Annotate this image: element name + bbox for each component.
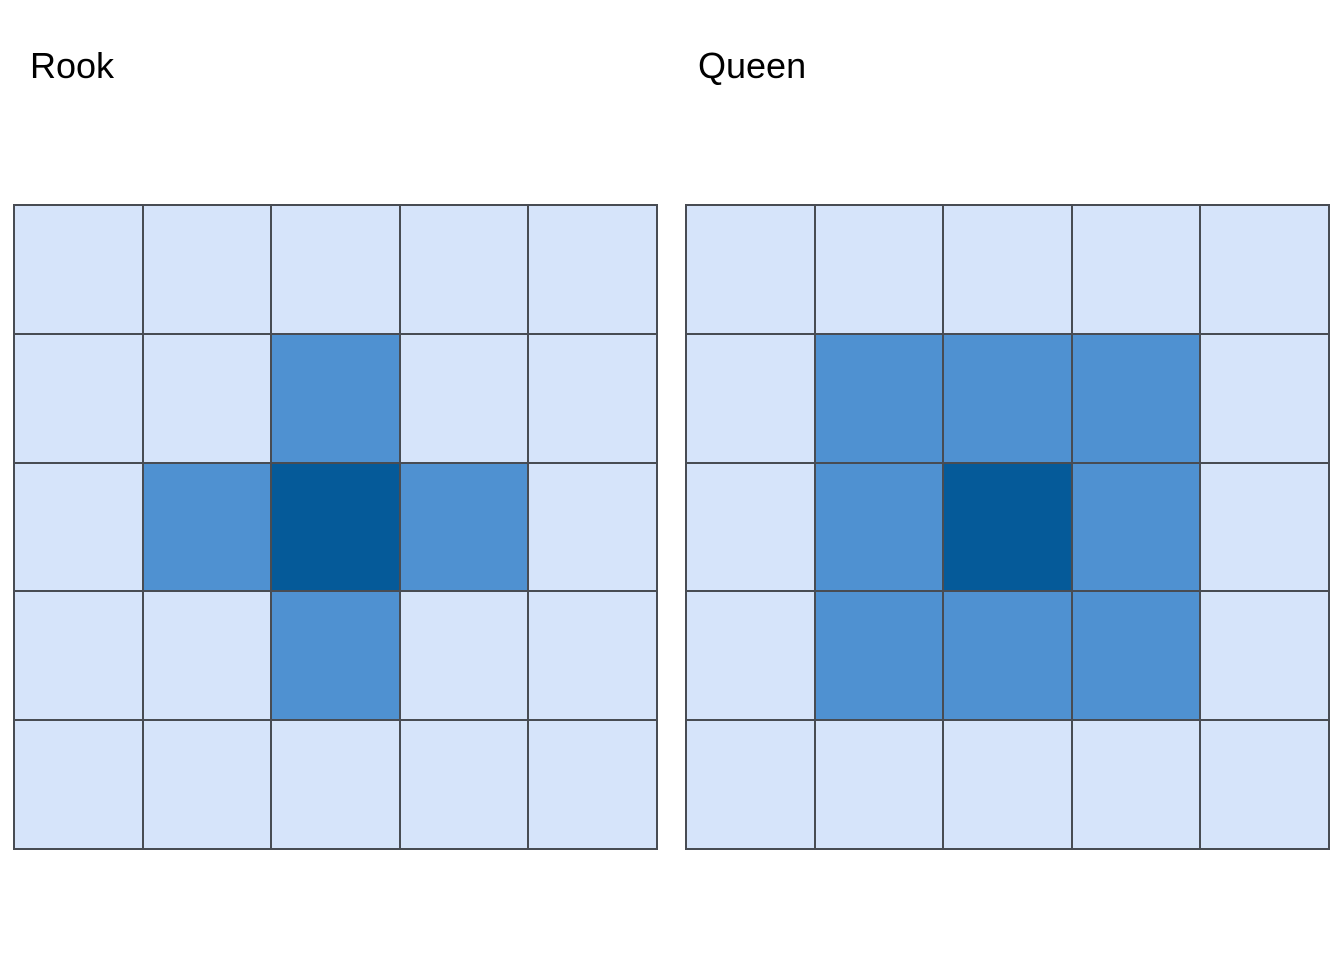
heatmap-cell — [529, 463, 656, 591]
panel-title-queen: Queen — [698, 45, 807, 86]
heatmap-cell — [400, 206, 528, 333]
heatmap-cell — [1201, 206, 1328, 333]
heatmap-cell — [1072, 592, 1200, 720]
heatmap-cell — [687, 721, 814, 848]
heatmap-cell — [687, 592, 814, 720]
heatmap-cell — [400, 463, 528, 591]
heatmap-cell — [944, 463, 1071, 591]
heatmap-cell — [400, 592, 528, 720]
heatmap-cell — [143, 592, 271, 720]
heatmap-cell — [1072, 206, 1200, 333]
heatmap-cell — [272, 592, 399, 720]
rook-heatmap-grid — [13, 204, 658, 850]
heatmap-cell — [1072, 721, 1200, 848]
queen-heatmap-grid — [685, 204, 1330, 850]
heatmap-cell — [944, 592, 1071, 720]
heatmap-cell — [815, 206, 943, 333]
panel-title-rook: Rook — [30, 45, 115, 86]
heatmap-cell — [529, 721, 656, 848]
heatmap-cell — [944, 721, 1071, 848]
heatmap-cell — [529, 334, 656, 462]
heatmap-cell — [687, 206, 814, 333]
heatmap-cell — [529, 592, 656, 720]
heatmap-cell — [15, 592, 142, 720]
heatmap-cell — [815, 334, 943, 462]
heatmap-cell — [815, 721, 943, 848]
heatmap-cell — [687, 463, 814, 591]
heatmap-cell — [272, 206, 399, 333]
heatmap-cell — [143, 721, 271, 848]
heatmap-cell — [815, 592, 943, 720]
heatmap-cell — [1201, 463, 1328, 591]
heatmap-cell — [1072, 334, 1200, 462]
heatmap-cell — [15, 463, 142, 591]
heatmap-cell — [1201, 334, 1328, 462]
heatmap-cell — [529, 206, 656, 333]
heatmap-cell — [272, 334, 399, 462]
heatmap-cell — [1201, 592, 1328, 720]
heatmap-cell — [944, 334, 1071, 462]
heatmap-cell — [15, 206, 142, 333]
heatmap-cell — [400, 721, 528, 848]
heatmap-cell — [15, 721, 142, 848]
heatmap-cell — [1072, 463, 1200, 591]
heatmap-cell — [143, 206, 271, 333]
heatmap-cell — [687, 334, 814, 462]
heatmap-cell — [1201, 721, 1328, 848]
heatmap-cell — [400, 334, 528, 462]
heatmap-cell — [815, 463, 943, 591]
heatmap-cell — [143, 463, 271, 591]
heatmap-cell — [272, 721, 399, 848]
heatmap-cell — [944, 206, 1071, 333]
heatmap-cell — [15, 334, 142, 462]
heatmap-cell — [143, 334, 271, 462]
heatmap-cell — [272, 463, 399, 591]
